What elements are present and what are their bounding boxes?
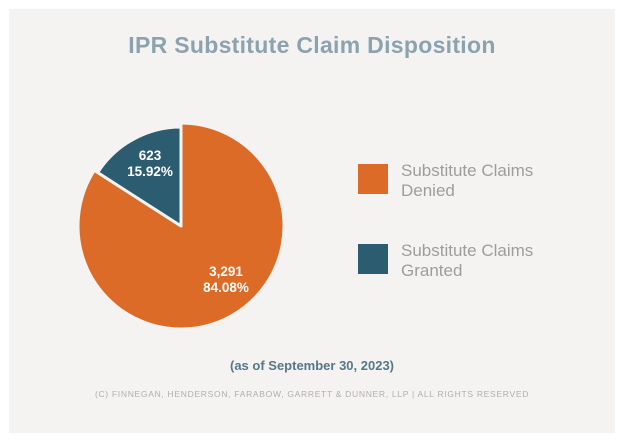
pie-slice-denied bbox=[76, 121, 286, 331]
legend-item-denied: Substitute Claims Denied bbox=[358, 161, 533, 201]
legend-item-granted: Substitute Claims Granted bbox=[358, 241, 533, 281]
legend-label-denied: Substitute Claims Denied bbox=[401, 161, 533, 201]
copyright-line: (C) FINNEGAN, HENDERSON, FARABOW, GARRET… bbox=[94, 389, 530, 399]
as-of-date-footnote: (as of September 30, 2023) bbox=[229, 358, 395, 373]
legend-label-granted: Substitute Claims Granted bbox=[401, 241, 533, 281]
legend-label-denied-line2: Denied bbox=[401, 181, 455, 200]
granted-color-swatch bbox=[358, 244, 388, 274]
granted-slice-value-label: 623 bbox=[139, 148, 162, 163]
denied-slice-percent-label: 84.08% bbox=[203, 280, 249, 295]
denied-color-swatch bbox=[358, 164, 388, 194]
legend-label-denied-line1: Substitute Claims bbox=[401, 161, 534, 180]
pie-slice-granted bbox=[96, 125, 183, 228]
chart-title: IPR Substitute Claim Disposition bbox=[128, 32, 496, 58]
granted-slice-percent-label: 15.92% bbox=[127, 164, 173, 179]
legend-label-granted-line2: Granted bbox=[401, 261, 463, 280]
legend-label-granted-line1: Substitute Claims bbox=[401, 241, 534, 260]
denied-slice-value-label: 3,291 bbox=[209, 264, 243, 279]
